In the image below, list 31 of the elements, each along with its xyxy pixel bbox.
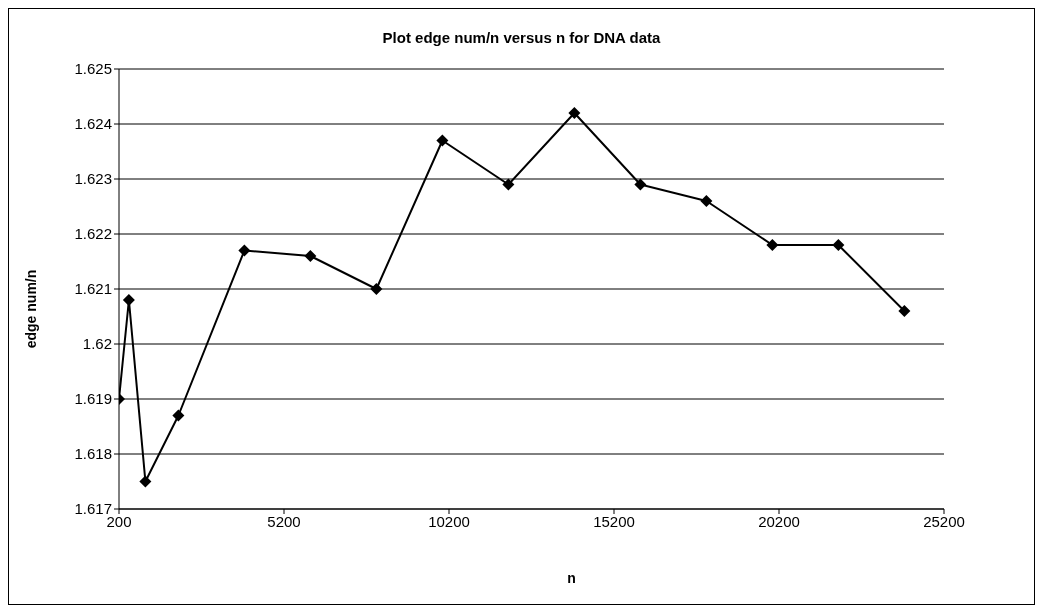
point (832, 239, 845, 251)
x-tick-label: 10200 (428, 512, 470, 530)
y-tick-label: 1.62 (82, 335, 112, 353)
point (370, 283, 383, 295)
y-axis-title: edge num/n (23, 269, 39, 349)
y-tick-label: 1.619 (74, 390, 112, 408)
point (766, 239, 779, 251)
y-tick-label: 1.617 (74, 500, 112, 518)
x-tick-label: 25200 (923, 512, 965, 530)
x-tick-label: 15200 (593, 512, 635, 530)
y-tick-label: 1.618 (74, 445, 112, 463)
point (304, 250, 317, 262)
x-axis-title: n (566, 570, 577, 586)
point (502, 178, 515, 191)
point (172, 409, 185, 422)
point (238, 244, 251, 257)
y-tick-label: 1.622 (74, 225, 112, 243)
y-tick-label: 1.624 (74, 115, 112, 133)
y-tick-label: 1.623 (74, 170, 112, 188)
chart-title: Plot edge num/n versus n for DNA data (381, 29, 662, 46)
point (122, 294, 135, 306)
point (898, 305, 911, 317)
x-tick-label: 20200 (758, 512, 800, 530)
point (436, 134, 449, 147)
point (139, 475, 152, 488)
point (700, 195, 713, 207)
point (634, 178, 647, 191)
point (568, 107, 581, 119)
x-tick-label: 5200 (267, 512, 301, 530)
y-tick-label: 1.621 (74, 280, 112, 298)
y-tick-label: 1.625 (74, 60, 112, 78)
